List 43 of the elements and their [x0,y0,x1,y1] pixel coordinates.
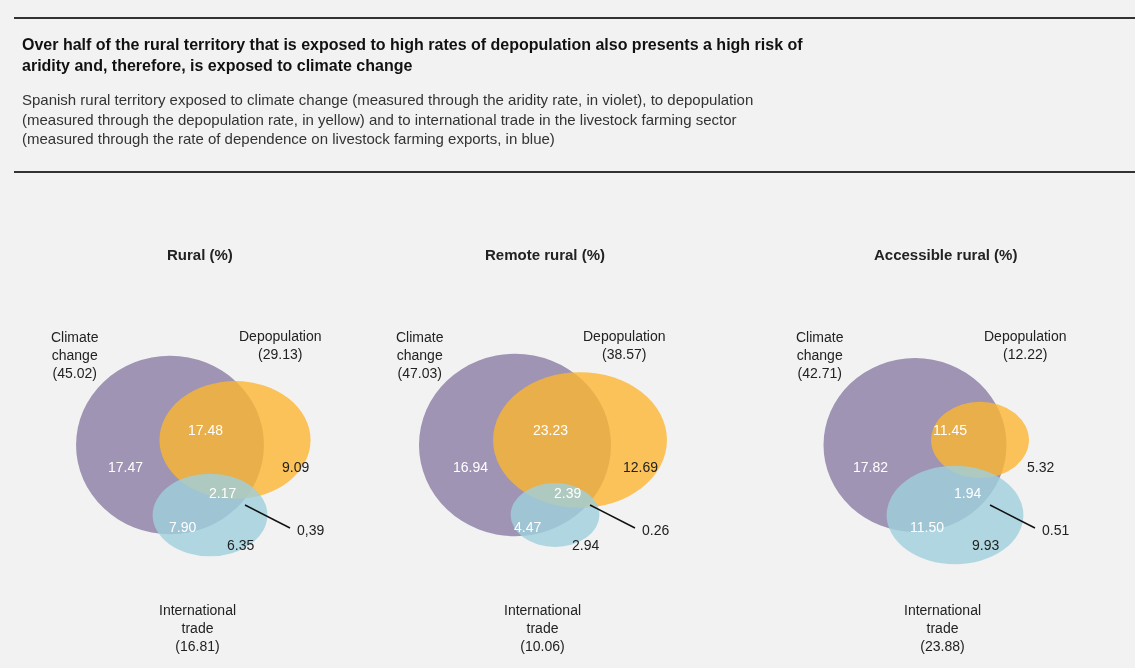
text: Spanish rural territory exposed to climate change (measured through the aridity rate, in violet), to depopulation (measured through the depopulation rate, in yellow) and to international trade in the livestock farming sector (measured through the rate of dependence on livestock farming exports, in blue) [22,91,754,147]
data-label: (38.57) [602,346,647,363]
category-label: Climate change [396,329,444,364]
category-label: International trade [159,602,237,637]
text: 9.93 [972,537,1000,553]
text: 17.48 [188,422,224,438]
text: 1.94 [954,485,982,501]
category-label: Depopulation [583,328,666,344]
data-label: (47.03) [397,365,442,382]
text: Rural (%) [167,246,233,263]
text: 7.90 [169,519,197,535]
category-label: International trade [904,602,982,637]
category-label: Climate change [796,329,844,364]
text: 0,39 [297,522,325,538]
category-label: Depopulation [984,328,1067,344]
text: 12.69 [623,459,659,475]
text: 2.17 [209,485,237,501]
data-label: (16.81) [175,638,220,655]
text: Over half of the rural territory that is exposed to high rates of depopulation also presents a high risk of aridity and, therefore, is exposed to climate change [22,36,804,74]
text: 23.23 [533,422,569,438]
data-label: (23.88) [920,638,965,655]
data-label: (42.71) [797,365,842,382]
text: 17.82 [853,459,889,475]
data-label: (12.22) [1003,346,1048,363]
text: 0.26 [642,522,670,538]
text: 5.32 [1027,459,1055,475]
text: 4.47 [514,519,542,535]
text: 2.94 [572,537,600,553]
text: 17.47 [108,459,144,475]
text: 6.35 [227,537,255,553]
text: 16.94 [453,459,489,475]
data-label: (45.02) [52,365,97,382]
text: Accessible rural (%) [874,246,1018,263]
text: Remote rural (%) [485,246,606,263]
data-label: (29.13) [258,346,303,363]
text: 11.45 [933,422,968,438]
data-label: (10.06) [520,638,565,655]
category-label: Climate change [51,329,99,364]
text: 0.51 [1042,522,1070,538]
text: 2.39 [554,485,582,501]
text: 11.50 [910,519,945,535]
category-label: International trade [504,602,582,637]
category-label: Depopulation [239,328,322,344]
